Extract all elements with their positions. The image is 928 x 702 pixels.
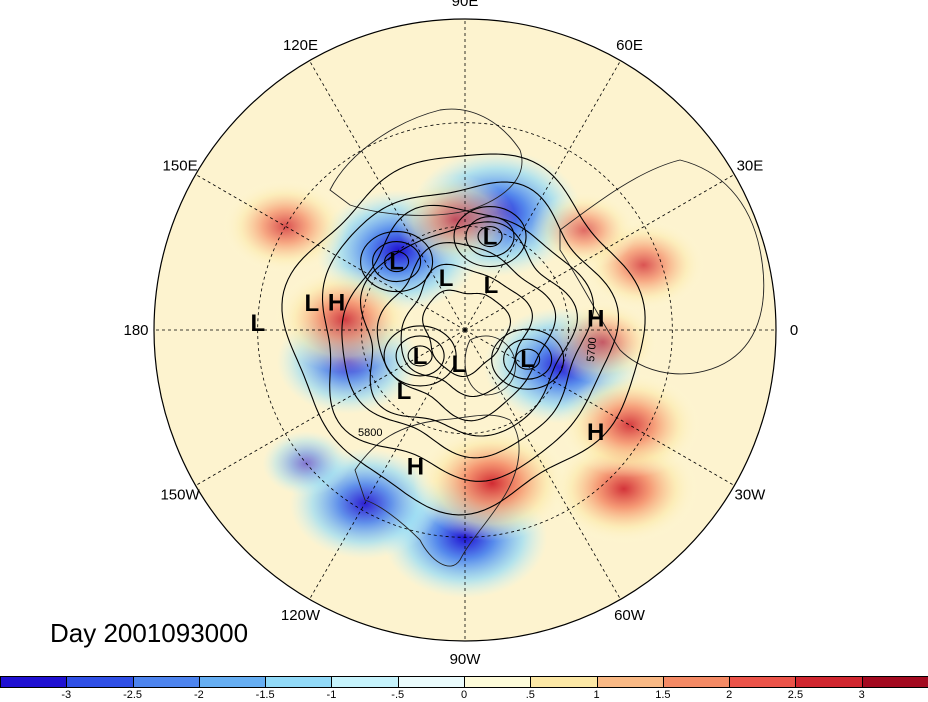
longitude-label-7: 120W (281, 607, 321, 624)
colorbar: -3 -2.5 -2 -1.5 -1 -.5 0 .5 1 1.5 2 2.5 3 (0, 676, 928, 702)
closed-low-1-2 (360, 231, 434, 293)
closed-low-1-0 (384, 251, 410, 273)
colorbar-cell-2 (132, 676, 200, 688)
meridian-330 (464, 329, 735, 486)
colorbar-tick-8: 1 (593, 689, 600, 701)
colorbar-cell-0 (0, 676, 68, 688)
meridian-60 (464, 60, 621, 331)
anomaly-blob-11 (273, 266, 416, 373)
colorbar-tick-9: 1.5 (655, 689, 671, 701)
low-center-11: L (520, 346, 535, 373)
high-center-7: H (328, 290, 345, 317)
low-center-12: L (413, 343, 428, 370)
map-border (153, 18, 777, 642)
anomaly-blob-13 (546, 300, 660, 384)
colorbar-tick-5: -.5 (391, 689, 405, 701)
colorbar-tick-12: 3 (858, 689, 865, 701)
meridian-150 (195, 174, 466, 331)
high-center-5: H (587, 419, 604, 446)
low-center-8: L (250, 310, 265, 337)
colorbar-tick-1: -2.5 (123, 689, 143, 701)
anomaly-blob-7 (413, 424, 571, 542)
coastline-eurasia (559, 159, 765, 375)
coastline-asia-east (329, 108, 523, 216)
closed-low-3-0 (407, 345, 433, 367)
longitude-label-2: 30E (737, 158, 764, 175)
low-center-2: L (439, 265, 454, 292)
meridian-300 (464, 329, 621, 600)
colorbar-cell-4 (265, 676, 333, 688)
colorbar-tick-3: -1.5 (255, 689, 275, 701)
longitude-label-6: 90W (450, 651, 482, 668)
colorbar-cell-11 (729, 676, 797, 688)
colorbar-cell-13 (861, 676, 928, 688)
meridian-210 (195, 329, 466, 486)
colorbar-cell-7 (464, 676, 532, 688)
meridian-240 (309, 329, 466, 600)
low-center-1: L (389, 249, 404, 276)
colorbar-cell-6 (397, 676, 465, 688)
colorbar-cell-9 (596, 676, 664, 688)
closed-low-3-1 (395, 335, 445, 377)
low-center-9: L (305, 290, 320, 317)
day-label: Day 2001093000 (50, 618, 249, 648)
longitude-label-0: 90E (452, 0, 479, 10)
longitude-label-3: 0 (790, 322, 798, 339)
meridian-30 (464, 174, 735, 331)
longitude-label-1: 60E (616, 37, 643, 54)
colorbar-tick-2: -2 (193, 689, 204, 701)
meridian-120 (309, 60, 466, 331)
closed-low-2-1 (503, 338, 553, 380)
closed-low-0-0 (477, 225, 503, 248)
contour-label-5700: 5700 (585, 337, 599, 362)
closed-low-2-2 (491, 328, 565, 390)
contour-line-6 (281, 153, 646, 516)
parallel-30 (257, 122, 673, 538)
anomaly-blob-14 (531, 190, 638, 270)
colorbar-tick-7: .5 (525, 689, 535, 701)
longitude-label-11: 120E (283, 37, 318, 54)
anomaly-blob-6 (395, 175, 516, 265)
closed-low-1-1 (372, 241, 422, 283)
longitude-label-9: 180 (123, 322, 148, 339)
colorbar-cell-1 (66, 676, 134, 688)
colorbar-tick-0: -3 (61, 689, 72, 701)
colorbar-tick-11: 2.5 (787, 689, 804, 701)
colorbar-cell-12 (795, 676, 863, 688)
longitude-label-8: 150W (160, 487, 200, 504)
anomaly-blob-10 (221, 179, 350, 274)
high-center-4: H (587, 306, 604, 333)
colorbar-tick-10: 2 (726, 689, 733, 701)
colorbar-cell-10 (662, 676, 731, 688)
low-center-13: L (452, 351, 467, 378)
low-center-10: L (397, 378, 412, 405)
closed-low-0-2 (453, 205, 527, 268)
longitude-label-5: 60W (614, 607, 646, 624)
map-disc (154, 19, 776, 641)
colorbar-cell-5 (331, 676, 399, 688)
closed-low-2-0 (515, 348, 541, 370)
graticule (154, 19, 776, 641)
longitude-labels: 90E 60E 30E 0 30W 60W 90W 120W 150W 180 150E 120E (123, 0, 798, 668)
anomaly-blob-9 (558, 372, 701, 478)
colorbar-tick-4: -1 (326, 689, 337, 701)
contour-label-5800: 5800 (358, 427, 382, 439)
colorbar-cell-8 (530, 676, 598, 688)
colorbar-tick-6: 0 (460, 689, 468, 701)
longitude-label-4: 30W (735, 487, 767, 504)
colorbar-cell-3 (198, 676, 267, 688)
high-center-6: H (407, 453, 424, 480)
low-center-0: L (483, 224, 498, 251)
longitude-label-10: 150E (163, 158, 198, 175)
low-center-3: L (484, 272, 499, 299)
closed-low-3-2 (383, 325, 457, 387)
closed-low-0-1 (465, 215, 515, 258)
